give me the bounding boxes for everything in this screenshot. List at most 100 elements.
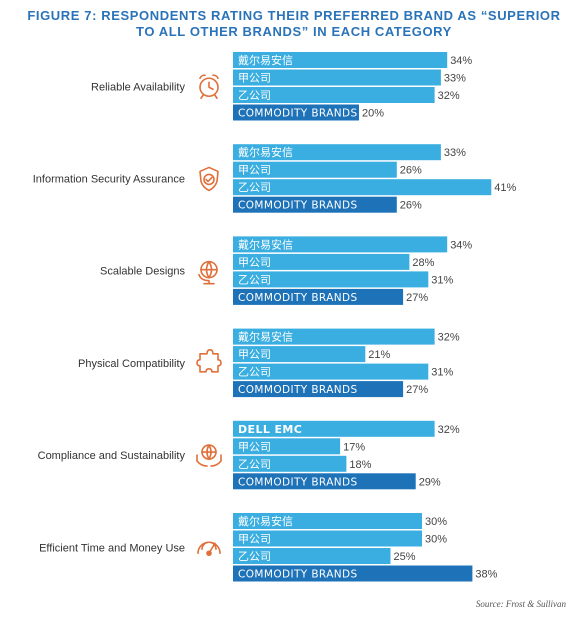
category-label: Scalable Designs <box>100 266 185 278</box>
value-label: 28% <box>412 257 434 269</box>
hands-outline <box>196 454 222 467</box>
bar-label: 乙公司 <box>238 89 271 102</box>
category-label: Reliable Availability <box>91 81 185 93</box>
source-note: Source: Frost & Sullivan <box>475 599 566 609</box>
value-label: 32% <box>438 332 460 344</box>
gauge-inner-arc <box>201 541 217 551</box>
value-label: 21% <box>368 349 390 361</box>
value-label: 27% <box>406 384 428 396</box>
bar <box>233 346 366 363</box>
shield-circle <box>203 173 215 186</box>
bar <box>233 455 347 472</box>
bar-label: 甲公司 <box>238 164 271 177</box>
bar-label: 乙公司 <box>238 550 271 563</box>
bar-label: 戴尔易安信 <box>238 145 293 159</box>
bar-group: Efficient Time and Money Use 戴尔易安信 30% 甲公司 3… <box>39 513 498 582</box>
bar <box>233 381 404 398</box>
value-label: 29% <box>419 476 441 488</box>
value-label: 38% <box>475 569 497 581</box>
chart-title-line-2: TO ALL OTHER BRANDS” IN EACH CATEGORY <box>136 24 452 39</box>
bar <box>233 530 422 547</box>
clock-feet <box>200 94 218 100</box>
value-label: 32% <box>438 424 460 436</box>
value-label: 27% <box>406 292 428 304</box>
bar-label: 乙公司 <box>238 273 271 286</box>
bar-group: Reliable Availability 戴尔易安信 34% 甲公司 33% 乙公司 32… <box>91 52 472 121</box>
bar <box>233 420 435 437</box>
globe-stand <box>198 273 215 285</box>
shield-check <box>205 176 213 183</box>
bar <box>233 236 448 253</box>
bar-label: 甲公司 <box>238 533 271 546</box>
clock-bell-left <box>199 74 206 80</box>
globe-icon <box>198 260 218 285</box>
bar-label: 戴尔易安信 <box>238 514 293 528</box>
value-label: 41% <box>494 182 516 194</box>
bar-label: COMMODITY BRANDS <box>238 292 358 304</box>
bar <box>233 69 441 86</box>
bar <box>233 271 429 288</box>
value-label: 34% <box>450 55 472 67</box>
shield-outline <box>199 166 219 192</box>
bar-label: 戴尔易安信 <box>238 237 293 251</box>
bar-label: 戴尔易安信 <box>238 53 293 67</box>
bar <box>233 253 410 270</box>
bar-label: COMMODITY BRANDS <box>238 200 358 212</box>
value-label: 30% <box>425 534 447 546</box>
bar <box>233 179 492 196</box>
bar-label: 乙公司 <box>238 366 271 379</box>
bar-label: 甲公司 <box>238 348 271 361</box>
bar-label: 甲公司 <box>238 440 271 453</box>
bar-group: Information Security Assurance 戴尔易安信 33% 甲公… <box>33 144 517 213</box>
value-label: 25% <box>394 551 416 563</box>
bar <box>233 565 473 582</box>
category-label: Physical Compatibility <box>78 358 185 370</box>
value-label: 26% <box>400 200 422 212</box>
globe-lines <box>200 260 218 279</box>
bar-label: 戴尔易安信 <box>238 330 293 344</box>
clock-face <box>199 77 219 98</box>
bar <box>233 144 441 161</box>
bar <box>233 473 416 490</box>
bar-group: Scalable Designs 戴尔易安信 34% 甲公司 28% 乙公司 31% COMM… <box>100 236 472 305</box>
bar <box>233 328 435 345</box>
gauge-hub <box>206 550 212 557</box>
value-label: 32% <box>438 90 460 102</box>
gauge-icon <box>197 541 221 557</box>
clock-hands <box>208 81 214 91</box>
bar-label: 甲公司 <box>238 72 271 85</box>
bar-label: 乙公司 <box>238 458 271 471</box>
bar-label: COMMODITY BRANDS <box>238 569 358 581</box>
bar <box>233 363 429 380</box>
bar <box>233 513 422 529</box>
value-label: 34% <box>450 239 472 251</box>
bar-label: 乙公司 <box>238 181 271 194</box>
alarm-clock-icon <box>199 74 219 100</box>
value-label: 20% <box>362 108 384 120</box>
category-label: Efficient Time and Money Use <box>39 542 185 554</box>
bar-label: DELL EMC <box>238 423 302 436</box>
shield-check-icon <box>199 166 219 192</box>
bar <box>233 52 448 68</box>
bar <box>233 196 397 213</box>
value-label: 31% <box>431 367 453 379</box>
value-label: 18% <box>349 459 371 471</box>
category-label: Compliance and Sustainability <box>38 450 186 462</box>
bar <box>233 87 435 103</box>
bar <box>233 438 341 455</box>
bar-group: Physical Compatibility 戴尔易安信 32% 甲公司 21% 乙公司 3… <box>78 328 460 398</box>
value-label: 17% <box>343 441 365 453</box>
value-label: 31% <box>431 274 453 286</box>
hands-globe-lines <box>201 444 217 460</box>
value-label: 33% <box>444 147 466 159</box>
chart-title-line-1: FIGURE 7: RESPONDENTS RATING THEIR PREFE… <box>27 8 561 23</box>
puzzle-icon <box>196 349 222 373</box>
bar-label: COMMODITY BRANDS <box>238 108 358 120</box>
hands-globe-icon <box>196 444 222 467</box>
bar-label: 甲公司 <box>238 256 271 269</box>
bar-label: COMMODITY BRANDS <box>238 476 358 488</box>
bar-group: Compliance and Sustainability DELL EMC 32%… <box>38 420 460 490</box>
puzzle-outline <box>196 349 222 373</box>
bar-label: COMMODITY BRANDS <box>238 384 358 396</box>
